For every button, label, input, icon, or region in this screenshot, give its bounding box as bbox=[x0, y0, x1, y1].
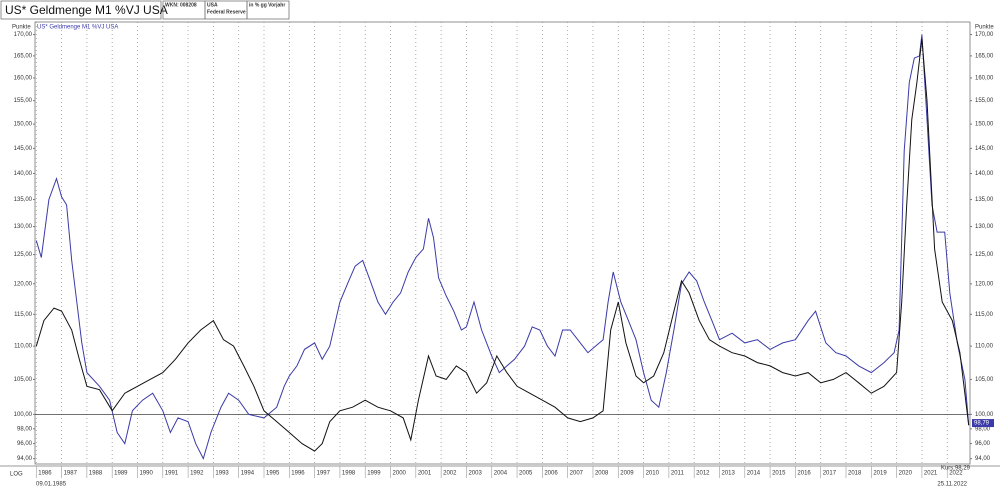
y-tick-label: 98,00 bbox=[17, 426, 33, 432]
x-tick-label: 1999 bbox=[367, 471, 381, 477]
x-tick-label: 2014 bbox=[747, 471, 761, 477]
x-tick-label: 1988 bbox=[89, 471, 103, 477]
x-tick-label: 2017 bbox=[823, 471, 837, 477]
title-box bbox=[0, 0, 162, 20]
y-tick-label: 110,00 bbox=[14, 344, 33, 350]
y-tick-label-right: 150,00 bbox=[975, 122, 994, 128]
x-tick-label: 2002 bbox=[443, 471, 457, 477]
plot-frame bbox=[34, 21, 971, 465]
x-tick-label: 2000 bbox=[393, 471, 407, 477]
x-tick-label: 2010 bbox=[646, 471, 660, 477]
end-date: 25.11.2022 bbox=[937, 482, 967, 488]
x-tick-label: 2004 bbox=[494, 471, 508, 477]
y-tick-label: 160,00 bbox=[14, 75, 33, 81]
y-tick-label: 135,00 bbox=[14, 197, 33, 203]
y-tick-label-right: 170,00 bbox=[975, 32, 994, 38]
y-tick-label: 170,00 bbox=[14, 32, 33, 38]
y-tick-label-right: 105,00 bbox=[975, 377, 994, 383]
x-tick-label: 1989 bbox=[114, 471, 128, 477]
y-axis-label: Punkte bbox=[12, 25, 31, 31]
x-tick-label: 2003 bbox=[468, 471, 482, 477]
x-tick-label: 1995 bbox=[266, 471, 280, 477]
y-tick-label-right: 115,00 bbox=[975, 312, 994, 318]
y-tick-label-right: 110,00 bbox=[975, 344, 994, 350]
info-box bbox=[246, 0, 290, 20]
y-tick-label-right: 130,00 bbox=[975, 224, 994, 230]
y-tick-label: 145,00 bbox=[14, 146, 33, 152]
x-tick-label: 2007 bbox=[570, 471, 584, 477]
y-axis-label-right: Punkte bbox=[975, 25, 994, 31]
x-tick-label: 2019 bbox=[873, 471, 887, 477]
last-value-box bbox=[972, 419, 994, 428]
y-tick-label: 140,00 bbox=[14, 171, 33, 177]
y-tick-label-right: 125,00 bbox=[975, 252, 994, 258]
y-tick-label: 100,00 bbox=[14, 412, 33, 418]
x-tick-label: 1998 bbox=[342, 471, 356, 477]
x-tick-label: 2021 bbox=[924, 471, 938, 477]
series-line bbox=[35, 34, 970, 460]
y-tick-label-right: 165,00 bbox=[975, 53, 994, 59]
y-tick-label: 165,00 bbox=[14, 53, 33, 59]
y-tick-label-right: 98,00 bbox=[975, 426, 991, 432]
y-tick-label-right: 120,00 bbox=[975, 281, 994, 287]
y-tick-label: 120,00 bbox=[14, 281, 33, 287]
start-date: 09.01.1985 bbox=[36, 482, 67, 488]
footer-right: Kurs:98,29 bbox=[941, 466, 971, 472]
y-tick-label-right: 140,00 bbox=[975, 171, 994, 177]
y-tick-label: 115,00 bbox=[14, 312, 33, 318]
y-tick-label: 96,00 bbox=[17, 441, 33, 447]
y-tick-label: 94,00 bbox=[17, 456, 33, 462]
y-tick-label-right: 155,00 bbox=[975, 98, 994, 104]
x-tick-label: 2008 bbox=[595, 471, 609, 477]
y-tick-label: 155,00 bbox=[14, 98, 33, 104]
x-tick-label: 1992 bbox=[190, 471, 204, 477]
x-tick-label: 2015 bbox=[772, 471, 786, 477]
info-text: Federal Reserve bbox=[207, 9, 246, 15]
x-tick-label: 1993 bbox=[215, 471, 229, 477]
y-tick-label-right: 94,00 bbox=[975, 456, 991, 462]
x-tick-label: 2013 bbox=[721, 471, 735, 477]
y-tick-label-right: 96,00 bbox=[975, 441, 991, 447]
y-tick-label: 130,00 bbox=[14, 224, 33, 230]
x-tick-label: 2018 bbox=[848, 471, 862, 477]
x-tick-label: 2020 bbox=[899, 471, 913, 477]
x-tick-label: 2001 bbox=[418, 471, 432, 477]
info-text: in % gg Vorjahr bbox=[249, 2, 285, 8]
info-text: USA bbox=[207, 2, 218, 8]
chart-title: US* Geldmenge M1 %VJ USA bbox=[5, 3, 168, 17]
x-tick-label: 2005 bbox=[519, 471, 533, 477]
legend-entry: US* Geldmenge M1 %VJ USA bbox=[37, 25, 118, 31]
x-tick-label: 2016 bbox=[797, 471, 811, 477]
y-tick-label-right: 145,00 bbox=[975, 146, 994, 152]
x-tick-label: 1987 bbox=[64, 471, 78, 477]
y-tick-label-right: 160,00 bbox=[975, 75, 994, 81]
x-tick-label: 2006 bbox=[544, 471, 558, 477]
y-tick-label: 105,00 bbox=[14, 377, 33, 383]
y-tick-label-right: 100,00 bbox=[975, 412, 994, 418]
x-tick-label: 1991 bbox=[165, 471, 179, 477]
x-tick-label: 2009 bbox=[620, 471, 634, 477]
x-tick-label: 1990 bbox=[139, 471, 153, 477]
y-tick-label: 125,00 bbox=[14, 252, 33, 258]
y-tick-label: 150,00 bbox=[14, 122, 33, 128]
last-value-label: 98,79 bbox=[974, 421, 990, 427]
x-tick-label: 1994 bbox=[241, 471, 255, 477]
x-tick-label: 1986 bbox=[38, 471, 52, 477]
x-tick-label: 2022 bbox=[949, 471, 963, 477]
x-tick-label: 1997 bbox=[317, 471, 331, 477]
x-tick-label: 2012 bbox=[696, 471, 710, 477]
series-line bbox=[35, 38, 970, 452]
scale-label: LOG bbox=[10, 472, 23, 478]
x-tick-label: 2011 bbox=[671, 471, 685, 477]
y-tick-label-right: 135,00 bbox=[975, 197, 994, 203]
info-text: WKN: 008208 bbox=[165, 2, 197, 8]
x-tick-label: 1996 bbox=[291, 471, 305, 477]
